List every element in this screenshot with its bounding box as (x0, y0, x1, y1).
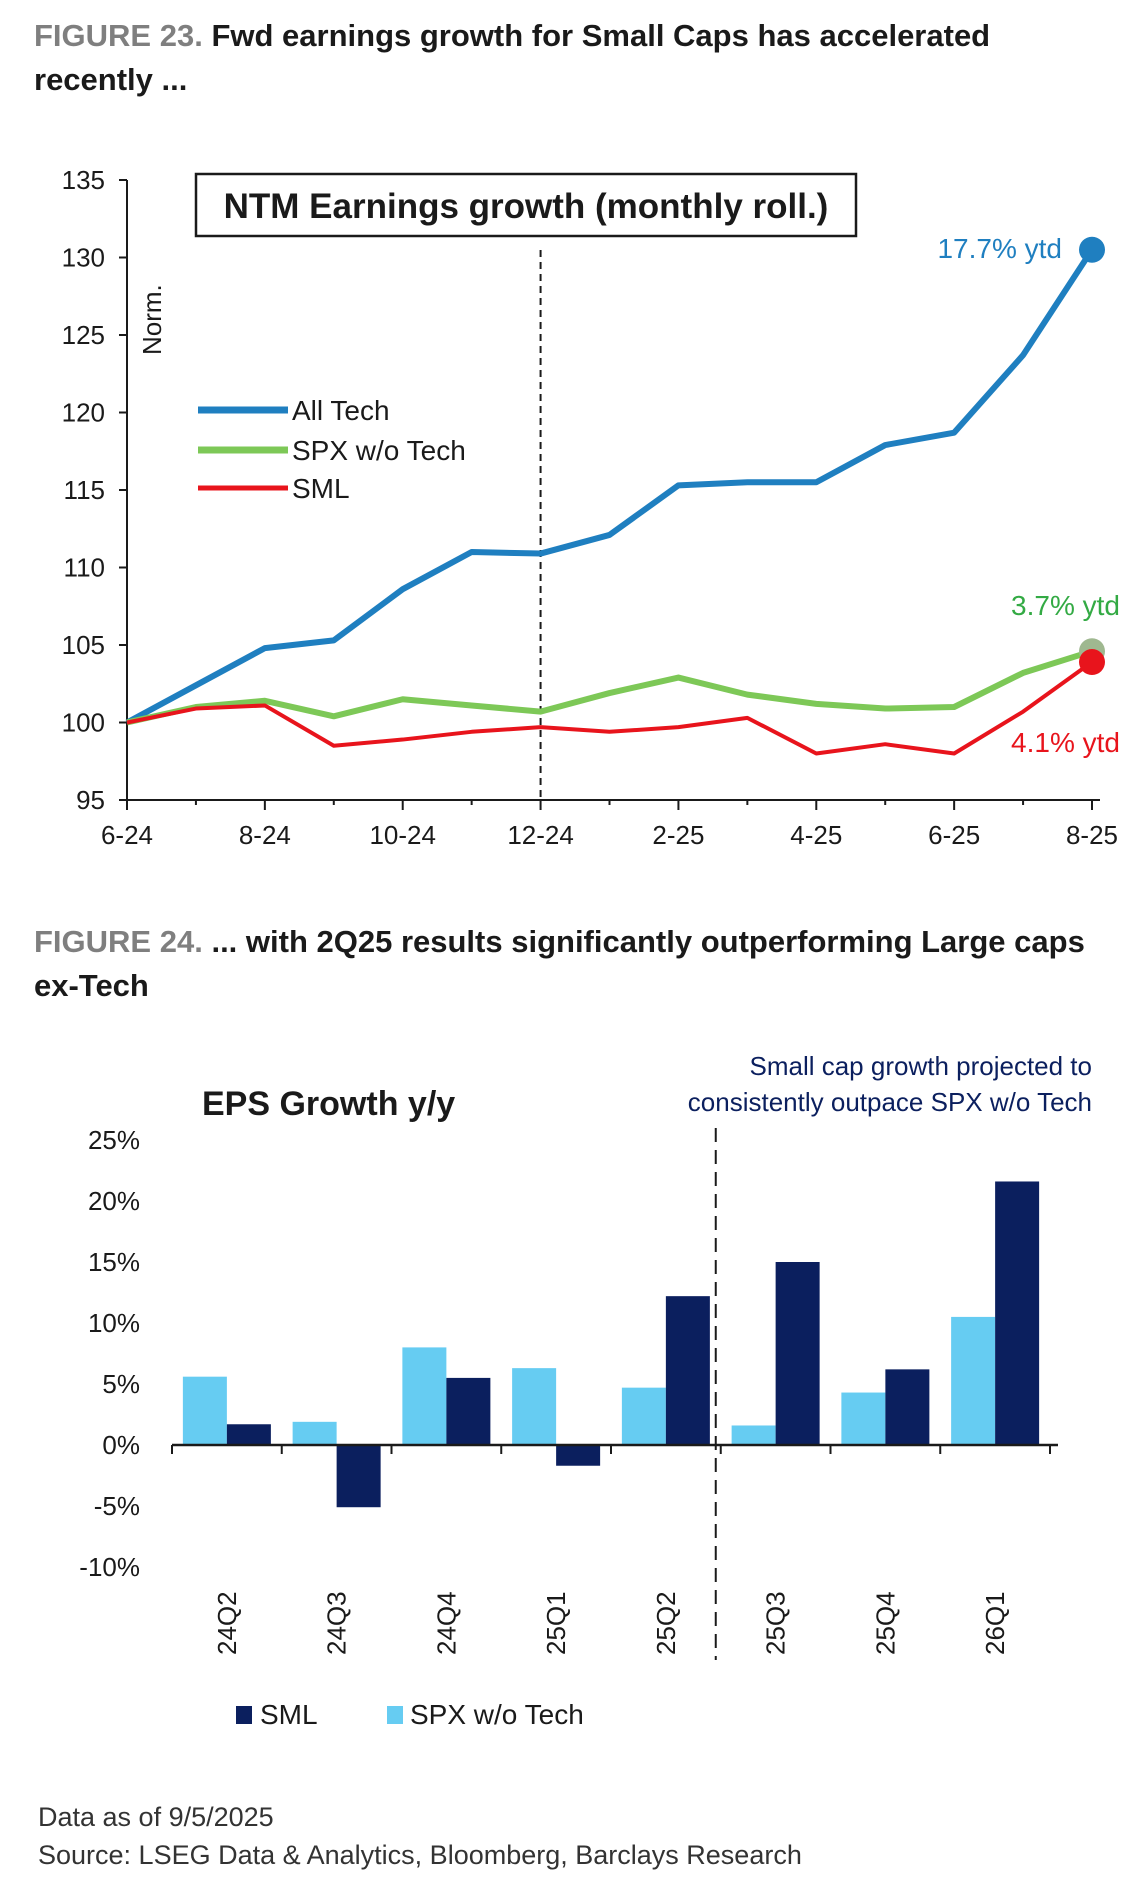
line-chart: 95 100 105 110 115 120 125 130 135 6-24 8-24 10-24 1… (62, 165, 1120, 850)
bar-spx-w-o-tech-26Q1 (951, 1316, 996, 1445)
bar-spx-w-o-tech-24Q3 (292, 1421, 337, 1445)
bar-chart: EPS Growth y/y Small cap growth projected… (79, 1051, 1092, 1730)
legend-label: SML (292, 473, 350, 504)
x-tick-label: 24Q2 (212, 1591, 242, 1655)
series-end-point (1079, 236, 1105, 263)
bar-spx-w-o-tech-25Q2 (621, 1387, 666, 1445)
x-tick-label: 25Q2 (651, 1591, 681, 1655)
x-tick-label: 24Q4 (431, 1591, 461, 1655)
annotation-line: Small cap growth projected to (749, 1051, 1092, 1081)
y-tick-label: 120 (62, 398, 105, 428)
y-tick-label: 10% (88, 1308, 140, 1338)
y-tick-label: 125 (62, 320, 105, 350)
bar-spx-w-o-tech-24Q2 (182, 1376, 227, 1445)
legend-label-spx: SPX w/o Tech (410, 1699, 584, 1730)
y-tick-label: 135 (62, 165, 105, 195)
x-tick-label: 2-25 (652, 820, 704, 850)
y-tick-label: 95 (76, 785, 105, 815)
bar-sml-25Q3 (775, 1262, 820, 1445)
x-tick-label: 8-24 (239, 820, 291, 850)
bar-sml-24Q2 (226, 1424, 271, 1445)
bar-sml-24Q3 (336, 1445, 381, 1508)
bar-spx-w-o-tech-25Q1 (512, 1368, 557, 1445)
source-note: Source: LSEG Data & Analytics, Bloomberg… (38, 1840, 802, 1870)
bar-spx-w-o-tech-25Q4 (841, 1392, 886, 1445)
bar-chart-title: EPS Growth y/y (202, 1085, 455, 1123)
series-line-all-tech (125, 248, 1095, 726)
x-tick-label: 25Q3 (761, 1591, 791, 1655)
legend-label-sml: SML (260, 1699, 318, 1730)
bar-sml-24Q4 (446, 1377, 491, 1445)
legend-swatch-sml (236, 1706, 252, 1724)
chart-title-box (194, 172, 858, 238)
x-tick-label: 24Q3 (322, 1591, 352, 1655)
y-tick-label: 20% (88, 1186, 140, 1216)
end-value-label: 3.7% ytd (1011, 590, 1120, 621)
series-line-spx-w-o-tech (126, 648, 1093, 726)
annotation-line: consistently outpace SPX w/o Tech (688, 1087, 1092, 1117)
series-end-point (1079, 649, 1105, 676)
y-tick-label: 100 (62, 708, 105, 738)
figure-24-number: FIGURE 24. (34, 924, 203, 959)
y-tick-label: 130 (62, 243, 105, 273)
bar-sml-25Q2 (665, 1296, 710, 1445)
series-line-sml (126, 660, 1094, 756)
y-tick-label: 105 (62, 630, 105, 660)
bar-spx-w-o-tech-25Q3 (731, 1425, 776, 1445)
x-tick-label: 12-24 (507, 820, 574, 850)
end-value-label: 17.7% ytd (937, 233, 1062, 264)
x-tick-label: 4-25 (790, 820, 842, 850)
bar-sml-26Q1 (995, 1181, 1040, 1445)
y-tick-label: 115 (64, 475, 105, 505)
figure-24-title: FIGURE 24. ... with 2Q25 results signifi… (34, 920, 1104, 1008)
y-tick-label: -10% (79, 1552, 140, 1582)
legend-swatch-spx (387, 1706, 403, 1724)
end-value-label: 4.1% ytd (1011, 727, 1120, 758)
figure-23-title: FIGURE 23. Fwd earnings growth for Small… (34, 14, 1104, 102)
figure-23-text: Fwd earnings growth for Small Caps has a… (34, 18, 991, 97)
x-tick-label: 25Q1 (541, 1591, 571, 1655)
y-tick-label: -5% (94, 1491, 140, 1521)
x-tick-label: 6-25 (928, 820, 980, 850)
y-tick-label: 5% (102, 1369, 140, 1399)
chart-title: NTM Earnings growth (monthly roll.) (224, 187, 829, 226)
x-tick-label: 8-25 (1066, 820, 1118, 850)
figure-24-text: ... with 2Q25 results significantly outp… (34, 924, 1085, 1003)
y-axis-label: Norm. (137, 284, 167, 355)
bar-sml-25Q4 (885, 1369, 930, 1445)
bar-sml-25Q1 (556, 1445, 601, 1466)
data-as-of-note: Data as of 9/5/2025 (38, 1802, 274, 1832)
y-tick-label: 110 (64, 553, 105, 583)
figure-23-number: FIGURE 23. (34, 18, 203, 53)
x-tick-label: 10-24 (369, 820, 436, 850)
legend-label: SPX w/o Tech (292, 435, 466, 466)
x-tick-label: 26Q1 (980, 1591, 1010, 1655)
y-tick-label: 25% (88, 1125, 140, 1155)
y-tick-label: 0% (102, 1430, 140, 1460)
y-tick-label: 15% (88, 1247, 140, 1277)
x-tick-label: 25Q4 (870, 1591, 900, 1655)
legend-label: All Tech (292, 395, 390, 426)
x-tick-label: 6-24 (101, 820, 153, 850)
bar-spx-w-o-tech-24Q4 (402, 1347, 447, 1445)
